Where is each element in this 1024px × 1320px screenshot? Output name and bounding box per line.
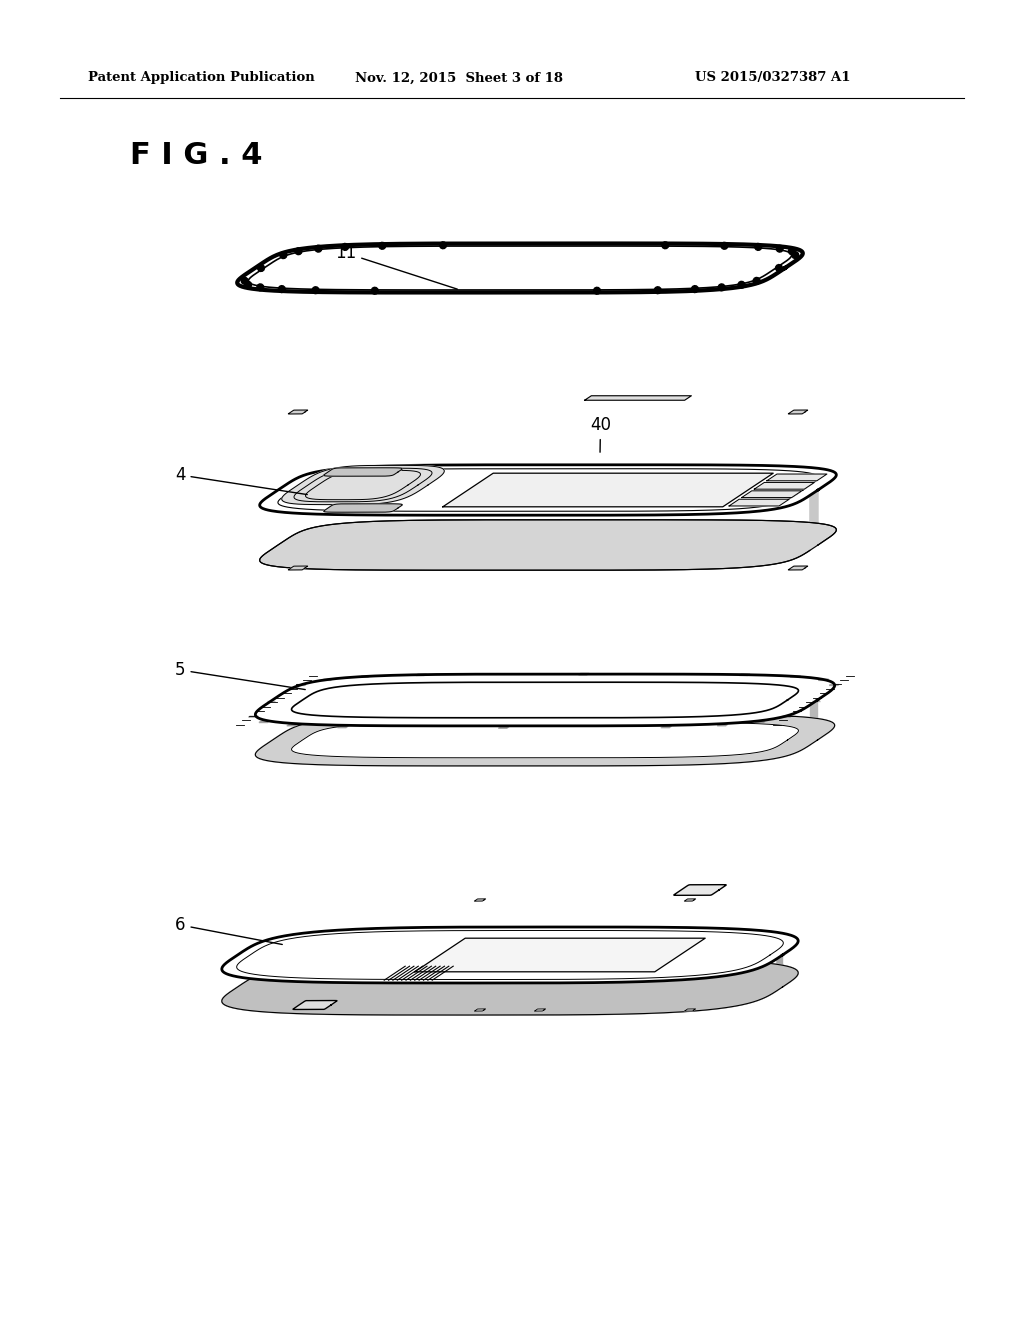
Text: Patent Application Publication: Patent Application Publication bbox=[88, 71, 314, 84]
Polygon shape bbox=[222, 960, 799, 1015]
Polygon shape bbox=[289, 566, 307, 570]
Polygon shape bbox=[775, 264, 782, 272]
Polygon shape bbox=[439, 242, 446, 248]
Polygon shape bbox=[791, 676, 801, 677]
Polygon shape bbox=[293, 1001, 337, 1010]
Polygon shape bbox=[315, 246, 322, 252]
Polygon shape bbox=[255, 714, 835, 766]
Polygon shape bbox=[245, 281, 252, 288]
Polygon shape bbox=[654, 286, 662, 293]
Polygon shape bbox=[535, 1008, 546, 1011]
Polygon shape bbox=[416, 675, 427, 676]
Polygon shape bbox=[260, 465, 837, 570]
Polygon shape bbox=[260, 465, 837, 515]
Polygon shape bbox=[289, 411, 307, 414]
Polygon shape bbox=[287, 725, 297, 726]
Polygon shape bbox=[222, 927, 799, 1015]
Polygon shape bbox=[474, 899, 485, 902]
Polygon shape bbox=[721, 243, 728, 249]
Polygon shape bbox=[474, 1008, 485, 1011]
Text: Nov. 12, 2015  Sheet 3 of 18: Nov. 12, 2015 Sheet 3 of 18 bbox=[355, 71, 563, 84]
Polygon shape bbox=[718, 284, 725, 290]
Polygon shape bbox=[738, 281, 745, 288]
Polygon shape bbox=[788, 411, 808, 414]
Polygon shape bbox=[755, 243, 762, 251]
Polygon shape bbox=[776, 246, 783, 252]
Polygon shape bbox=[585, 396, 691, 400]
Polygon shape bbox=[754, 277, 760, 284]
Polygon shape bbox=[717, 725, 728, 726]
Polygon shape bbox=[499, 727, 509, 729]
Polygon shape bbox=[222, 927, 799, 983]
Polygon shape bbox=[242, 277, 248, 284]
Polygon shape bbox=[338, 726, 348, 727]
Polygon shape bbox=[674, 884, 726, 895]
Polygon shape bbox=[691, 285, 698, 293]
Polygon shape bbox=[372, 288, 378, 294]
Polygon shape bbox=[788, 566, 808, 570]
Polygon shape bbox=[292, 682, 799, 718]
Polygon shape bbox=[255, 675, 835, 766]
Text: F I G . 4: F I G . 4 bbox=[130, 140, 262, 169]
Text: 6: 6 bbox=[175, 916, 283, 945]
Text: US 2015/0327387 A1: US 2015/0327387 A1 bbox=[695, 71, 851, 84]
Polygon shape bbox=[741, 491, 802, 498]
Polygon shape bbox=[324, 467, 402, 477]
Polygon shape bbox=[379, 243, 386, 249]
Text: 5: 5 bbox=[175, 661, 305, 689]
Polygon shape bbox=[767, 474, 827, 480]
Polygon shape bbox=[792, 252, 799, 259]
Polygon shape bbox=[359, 676, 371, 677]
Polygon shape bbox=[295, 248, 302, 255]
Polygon shape bbox=[260, 520, 837, 570]
Polygon shape bbox=[312, 286, 319, 293]
Polygon shape bbox=[755, 482, 814, 490]
Polygon shape bbox=[788, 248, 796, 255]
Text: 40: 40 bbox=[590, 416, 611, 453]
Polygon shape bbox=[342, 243, 348, 251]
Polygon shape bbox=[662, 242, 669, 248]
Polygon shape bbox=[579, 673, 589, 675]
Polygon shape bbox=[279, 285, 286, 293]
Polygon shape bbox=[684, 1008, 695, 1011]
Polygon shape bbox=[442, 473, 773, 507]
Polygon shape bbox=[729, 499, 790, 506]
Polygon shape bbox=[282, 466, 444, 504]
Text: 4: 4 bbox=[175, 466, 307, 495]
Polygon shape bbox=[292, 722, 799, 758]
Polygon shape bbox=[280, 252, 287, 259]
Polygon shape bbox=[739, 675, 750, 676]
Polygon shape bbox=[238, 243, 803, 293]
Polygon shape bbox=[324, 504, 402, 512]
Text: 11: 11 bbox=[335, 244, 458, 289]
Polygon shape bbox=[660, 726, 672, 727]
Polygon shape bbox=[255, 675, 835, 726]
Polygon shape bbox=[594, 288, 600, 294]
Polygon shape bbox=[684, 899, 695, 902]
Polygon shape bbox=[257, 284, 264, 290]
Polygon shape bbox=[415, 939, 706, 972]
Polygon shape bbox=[258, 264, 264, 272]
